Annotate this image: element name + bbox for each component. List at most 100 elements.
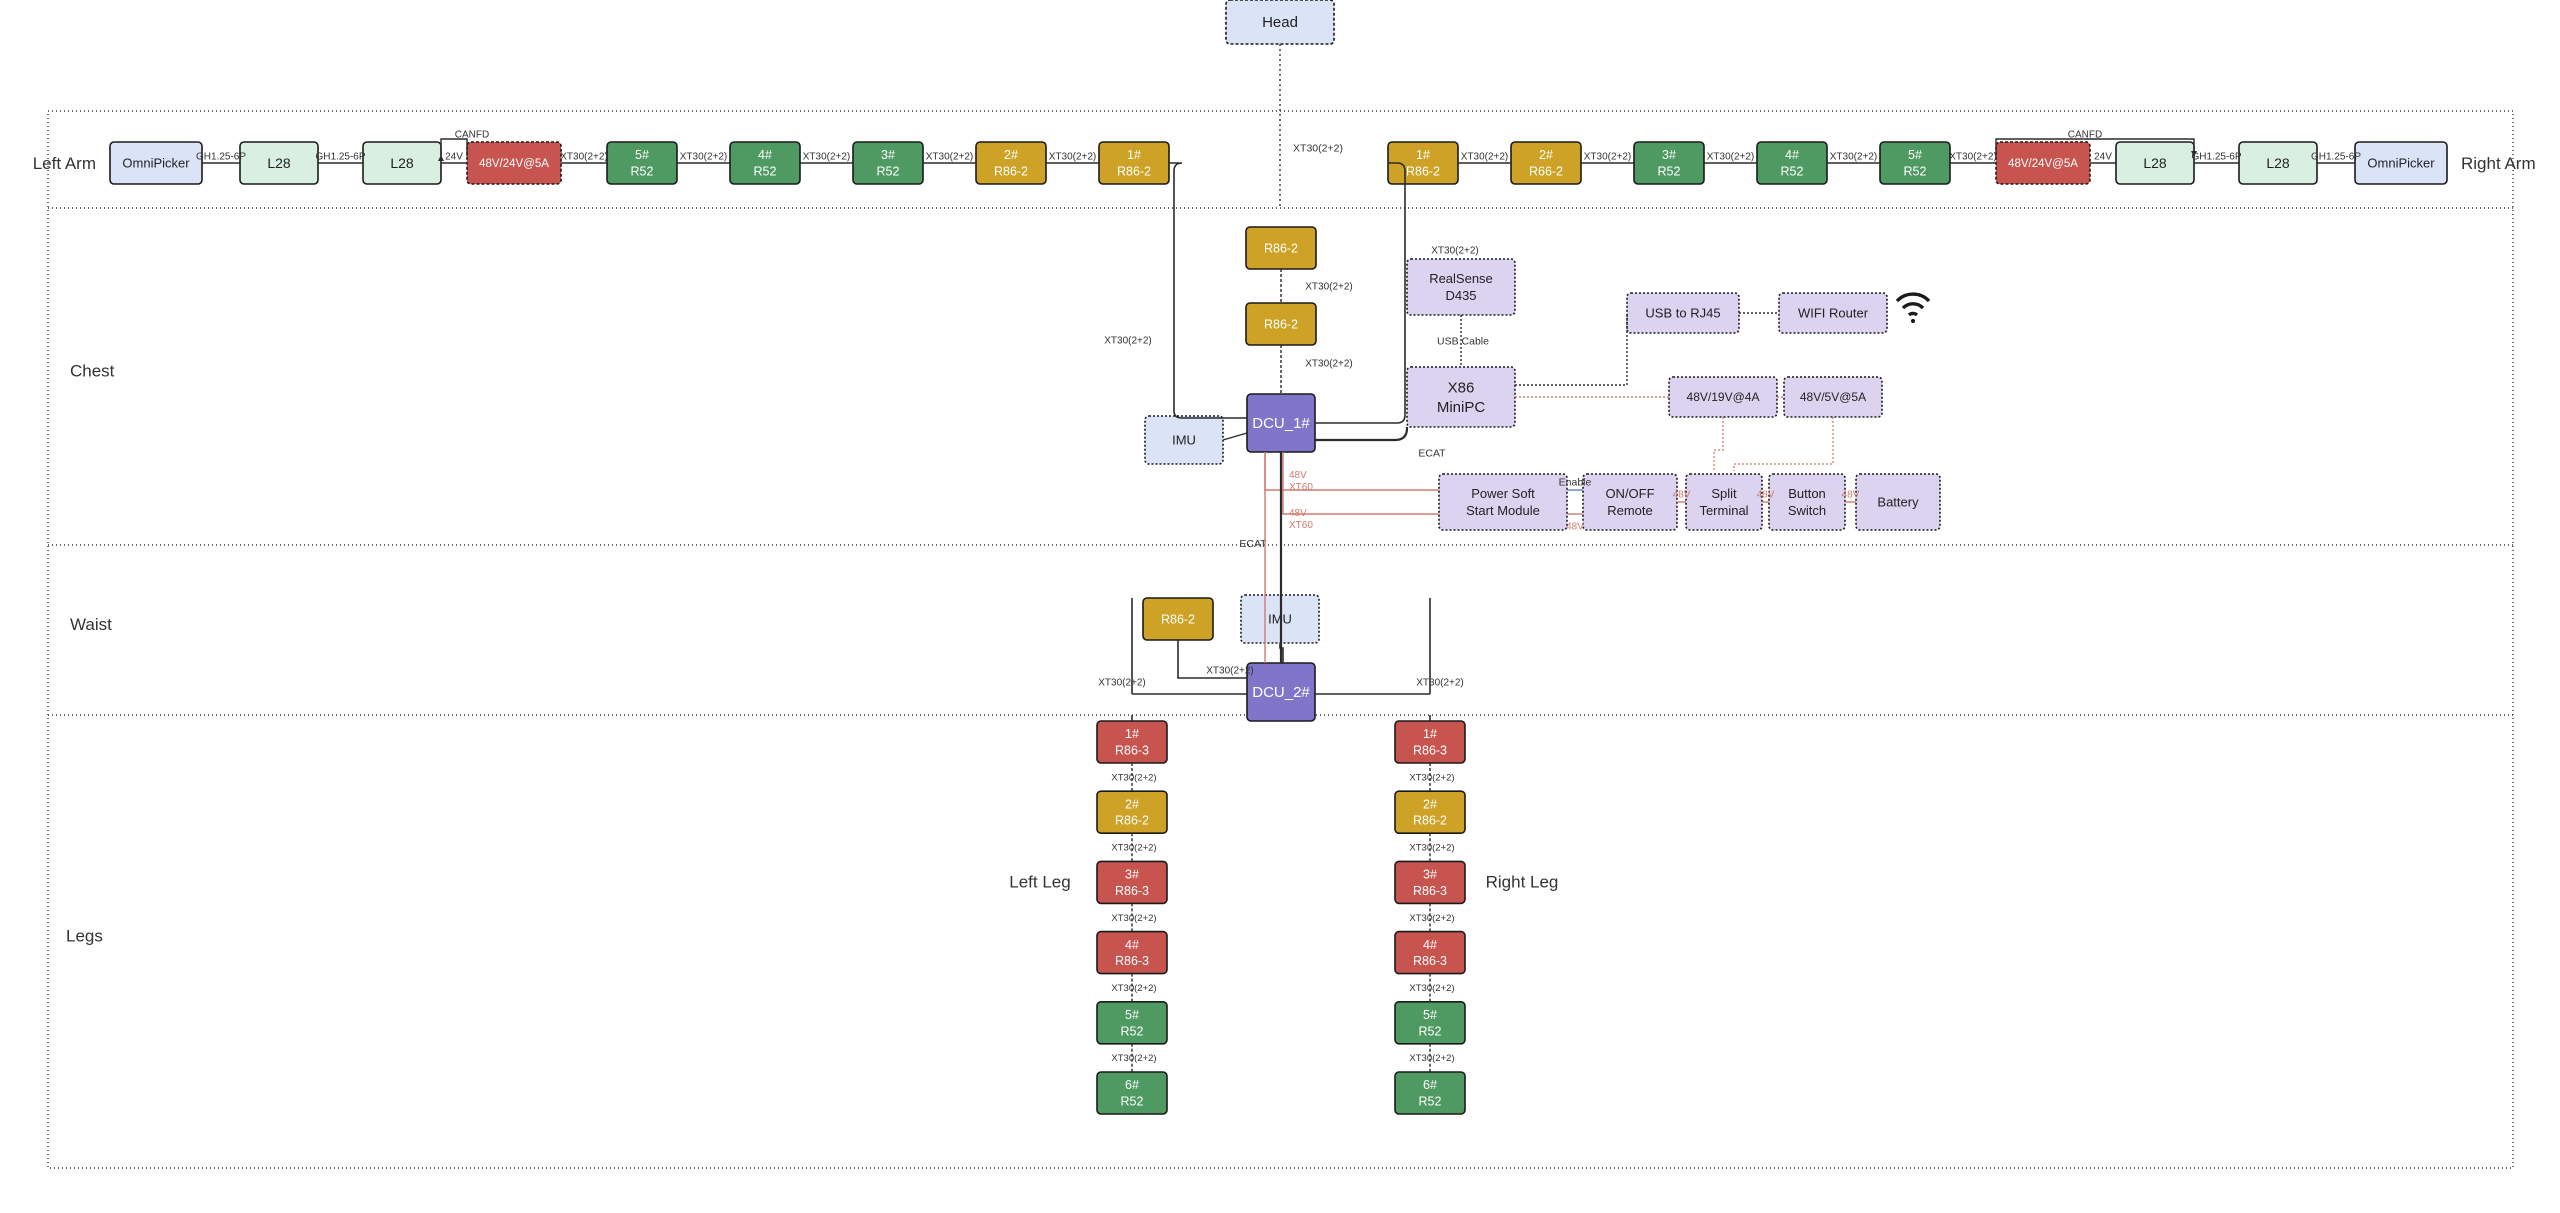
svg-text:XT30(2+2): XT30(2+2) — [680, 152, 728, 163]
svg-text:XT30(2+2): XT30(2+2) — [1104, 336, 1152, 347]
svg-text:R66-2: R66-2 — [1529, 165, 1563, 179]
svg-text:4#: 4# — [1423, 938, 1437, 952]
svg-text:6#: 6# — [1423, 1078, 1437, 1092]
svg-text:Legs: Legs — [66, 927, 103, 946]
svg-text:DCU_2#: DCU_2# — [1252, 684, 1310, 701]
svg-text:ECAT: ECAT — [1418, 448, 1446, 460]
svg-text:Split: Split — [1711, 486, 1737, 501]
svg-text:XT30(2+2): XT30(2+2) — [560, 152, 608, 163]
svg-text:Button: Button — [1788, 486, 1826, 501]
svg-text:OmniPicker: OmniPicker — [122, 156, 190, 171]
svg-text:Chest: Chest — [70, 362, 115, 381]
svg-text:USB Cable: USB Cable — [1437, 336, 1489, 348]
svg-text:48V: 48V — [1566, 522, 1584, 533]
svg-text:XT30(2+2): XT30(2+2) — [1431, 246, 1479, 257]
svg-text:XT30(2+2): XT30(2+2) — [1305, 359, 1353, 370]
svg-text:MiniPC: MiniPC — [1437, 399, 1486, 416]
svg-text:Right Arm: Right Arm — [2461, 154, 2536, 173]
svg-text:L28: L28 — [2143, 155, 2167, 171]
svg-text:RealSense: RealSense — [1429, 271, 1493, 286]
svg-text:2#: 2# — [1423, 798, 1437, 812]
svg-text:XT30(2+2): XT30(2+2) — [1293, 143, 1343, 155]
svg-text:R86-3: R86-3 — [1413, 954, 1447, 968]
svg-text:24V: 24V — [2094, 152, 2112, 163]
svg-text:R52: R52 — [1419, 1095, 1442, 1109]
svg-text:XT30(2+2): XT30(2+2) — [1206, 666, 1254, 677]
svg-text:Left Arm: Left Arm — [33, 154, 96, 173]
svg-text:Start Module: Start Module — [1466, 503, 1540, 518]
svg-text:X86: X86 — [1448, 380, 1475, 397]
svg-text:4#: 4# — [1125, 938, 1139, 952]
svg-text:XT30(2+2): XT30(2+2) — [1409, 772, 1454, 783]
svg-text:48V/19V@4A: 48V/19V@4A — [1687, 390, 1760, 404]
svg-text:XT60: XT60 — [1289, 520, 1313, 531]
svg-text:3#: 3# — [1125, 868, 1139, 882]
svg-text:XT30(2+2): XT30(2+2) — [926, 152, 974, 163]
svg-text:XT30(2+2): XT30(2+2) — [1111, 913, 1156, 924]
svg-text:R52: R52 — [1121, 1024, 1144, 1038]
svg-text:XT30(2+2): XT30(2+2) — [1949, 152, 1997, 163]
svg-text:XT30(2+2): XT30(2+2) — [803, 152, 851, 163]
svg-text:R86-2: R86-2 — [1406, 165, 1440, 179]
svg-text:3#: 3# — [881, 148, 895, 162]
svg-text:XT30(2+2): XT30(2+2) — [1416, 678, 1464, 689]
svg-text:XT30(2+2): XT30(2+2) — [1461, 152, 1509, 163]
svg-text:R86-3: R86-3 — [1413, 744, 1447, 758]
svg-text:2#: 2# — [1125, 798, 1139, 812]
svg-text:R52: R52 — [1781, 165, 1804, 179]
svg-text:48V: 48V — [1289, 470, 1307, 481]
svg-text:XT30(2+2): XT30(2+2) — [1707, 152, 1755, 163]
svg-text:R86-2: R86-2 — [1161, 612, 1195, 626]
svg-text:XT60: XT60 — [1289, 482, 1313, 493]
svg-text:ON/OFF: ON/OFF — [1605, 486, 1654, 501]
svg-text:ECAT: ECAT — [1239, 538, 1267, 550]
svg-text:R86-3: R86-3 — [1115, 744, 1149, 758]
svg-text:1#: 1# — [1127, 148, 1141, 162]
svg-text:Waist: Waist — [70, 615, 112, 634]
svg-text:5#: 5# — [635, 148, 649, 162]
svg-text:R52: R52 — [754, 165, 777, 179]
svg-text:R52: R52 — [1121, 1095, 1144, 1109]
svg-text:Enable: Enable — [1559, 477, 1592, 489]
svg-text:R52: R52 — [877, 165, 900, 179]
svg-text:24V: 24V — [445, 152, 463, 163]
svg-text:D435: D435 — [1445, 288, 1476, 303]
svg-text:R86-2: R86-2 — [1264, 241, 1298, 255]
svg-text:48V: 48V — [1673, 490, 1691, 501]
svg-text:1#: 1# — [1125, 727, 1139, 741]
svg-text:XT30(2+2): XT30(2+2) — [1111, 843, 1156, 854]
svg-text:XT30(2+2): XT30(2+2) — [1584, 152, 1632, 163]
svg-text:48V: 48V — [1757, 490, 1775, 501]
svg-text:Terminal: Terminal — [1699, 503, 1748, 518]
svg-text:XT30(2+2): XT30(2+2) — [1305, 282, 1353, 293]
svg-text:CANFD: CANFD — [455, 130, 489, 141]
svg-text:4#: 4# — [758, 148, 772, 162]
svg-text:5#: 5# — [1125, 1008, 1139, 1022]
svg-text:Head: Head — [1262, 14, 1298, 31]
svg-text:R52: R52 — [1658, 165, 1681, 179]
svg-text:6#: 6# — [1125, 1078, 1139, 1092]
svg-text:Battery: Battery — [1877, 495, 1919, 510]
svg-text:1#: 1# — [1423, 727, 1437, 741]
svg-text:XT30(2+2): XT30(2+2) — [1830, 152, 1878, 163]
svg-text:R86-2: R86-2 — [1413, 814, 1447, 828]
svg-text:IMU: IMU — [1172, 433, 1196, 448]
svg-text:R52: R52 — [1419, 1024, 1442, 1038]
svg-text:5#: 5# — [1908, 148, 1922, 162]
svg-text:XT30(2+2): XT30(2+2) — [1111, 983, 1156, 994]
svg-text:R86-2: R86-2 — [1117, 165, 1151, 179]
svg-text:XT30(2+2): XT30(2+2) — [1409, 913, 1454, 924]
svg-text:OmniPicker: OmniPicker — [2367, 156, 2435, 171]
svg-text:48V/24V@5A: 48V/24V@5A — [479, 158, 549, 170]
svg-text:3#: 3# — [1423, 868, 1437, 882]
svg-text:4#: 4# — [1785, 148, 1799, 162]
svg-text:XT30(2+2): XT30(2+2) — [1049, 152, 1097, 163]
svg-text:XT30(2+2): XT30(2+2) — [1111, 772, 1156, 783]
svg-text:Right Leg: Right Leg — [1486, 872, 1559, 891]
svg-text:GH1.25-6P: GH1.25-6P — [2191, 152, 2241, 163]
svg-text:Switch: Switch — [1788, 503, 1826, 518]
svg-text:R86-2: R86-2 — [994, 165, 1028, 179]
svg-text:5#: 5# — [1423, 1008, 1437, 1022]
svg-text:CANFD: CANFD — [2068, 130, 2102, 141]
svg-text:3#: 3# — [1662, 148, 1676, 162]
